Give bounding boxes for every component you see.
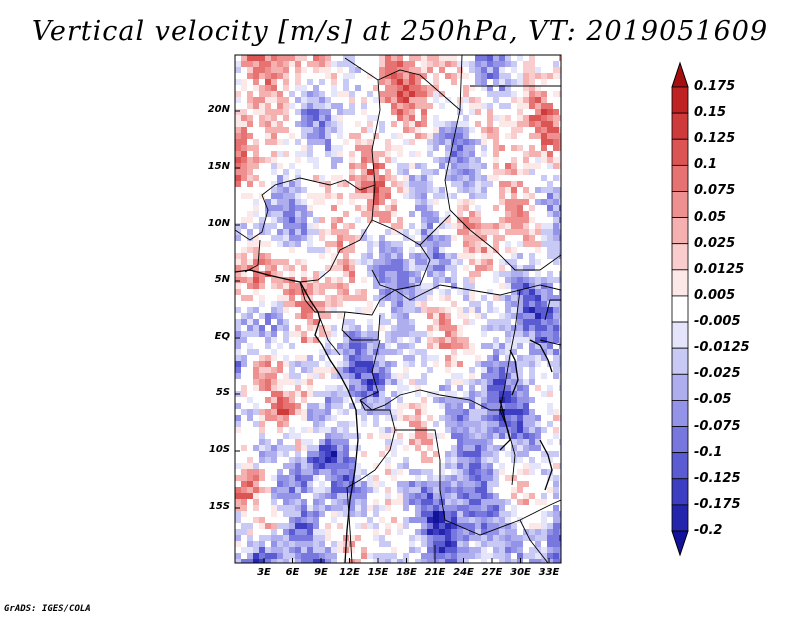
colorbar-label: 0.175 [694, 79, 736, 94]
lon-label: 9E [314, 567, 328, 578]
lon-label: 3E [257, 567, 271, 578]
colorbar-label: 0.005 [694, 287, 736, 303]
credit-text: GrADS: IGES/COLA [4, 604, 91, 614]
colorbar-label: -0.1 [694, 444, 723, 460]
lon-label: 30E [510, 567, 531, 578]
colorbar-segment [671, 112, 689, 140]
lon-label: 15E [367, 567, 389, 578]
colorbar-label: 0.0125 [694, 261, 745, 277]
colorbar-segment [671, 295, 689, 323]
lat-label: 5N [214, 274, 230, 285]
lon-label: 6E [285, 567, 300, 578]
colorbar-segment [671, 373, 689, 401]
lon-label: 24E [453, 567, 474, 578]
vertical-velocity-field [235, 55, 561, 563]
colorbar-min-arrow [671, 530, 689, 557]
colorbar-label: -0.005 [694, 314, 741, 330]
lon-label: 27E [481, 567, 503, 578]
map-frame [234, 54, 562, 564]
colorbar-segment [671, 504, 689, 532]
map-title: Vertical velocity [m/s] at 250hPa, VT: 2… [31, 16, 769, 47]
lat-label: 10S [208, 444, 230, 455]
lat-label: 10N [207, 218, 230, 229]
lon-label: 18E [396, 567, 417, 578]
colorbar-segment [671, 478, 689, 506]
colorbar-label: -0.125 [694, 470, 741, 486]
lon-label: 12E [339, 567, 360, 578]
longitude-ticks [263, 558, 550, 563]
coastlines [235, 269, 553, 563]
colorbar-label: 0.075 [694, 183, 736, 199]
colorbar-label: -0.025 [694, 366, 741, 382]
colorbar-max-arrow [671, 61, 689, 88]
lat-label: 20N [207, 104, 230, 115]
colorbar-label: -0.075 [694, 418, 741, 434]
colorbar-segment [671, 400, 689, 427]
country-borders [235, 55, 561, 563]
colorbar-segment [671, 321, 689, 349]
latitude-ticks [235, 110, 240, 509]
colorbar-segment [671, 164, 689, 192]
colorbar-label: 0.025 [694, 235, 736, 251]
colorbar-segment [671, 347, 689, 375]
colorbar-segment [671, 426, 689, 454]
colorbar-segment [671, 243, 689, 271]
colorbar-label: 0.125 [694, 131, 736, 147]
colorbar-label: 0.15 [694, 105, 727, 121]
lon-label: 21E [424, 567, 446, 578]
colorbar-label: 0.1 [694, 157, 718, 173]
colorbar-segment [671, 138, 689, 166]
colorbar-segment [671, 86, 689, 114]
colorbar-label: 0.05 [694, 209, 727, 225]
colorbar-label: -0.2 [694, 523, 723, 538]
colorbar [671, 61, 689, 557]
colorbar-label: -0.175 [694, 496, 741, 512]
lat-label: 15S [208, 501, 230, 512]
colorbar-segment [671, 269, 689, 297]
colorbar-label: -0.0125 [694, 340, 750, 356]
colorbar-segment [671, 191, 689, 218]
lat-label: 5S [215, 387, 230, 398]
lat-label: EQ [214, 331, 230, 342]
lat-label: 15N [207, 161, 230, 172]
lon-label: 33E [538, 567, 560, 578]
colorbar-segment [671, 452, 689, 480]
colorbar-label: -0.05 [694, 392, 732, 408]
colorbar-segment [671, 217, 689, 245]
